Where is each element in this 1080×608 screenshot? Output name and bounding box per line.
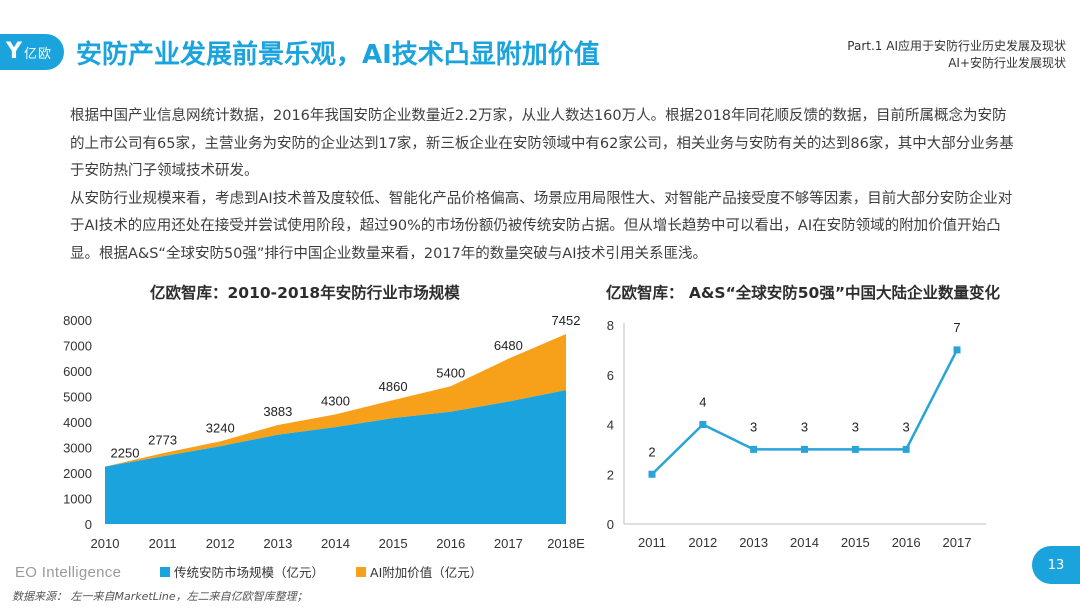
data-point [648, 470, 656, 478]
y-tick-label: 8 [607, 318, 614, 333]
legend-label-traditional: 传统安防市场规模（亿元） [174, 565, 325, 580]
page-title: 安防产业发展前景乐观，AI技术凸显附加价值 [76, 40, 600, 70]
data-label: 3 [903, 419, 910, 434]
area-series-traditional [105, 390, 566, 524]
y-tick-label: 3000 [63, 441, 92, 456]
y-tick-label: 2 [607, 467, 614, 482]
data-label: 3240 [206, 420, 235, 435]
y-tick-label: 4 [607, 418, 614, 433]
x-tick-label: 2014 [321, 536, 350, 551]
logo-text: 亿欧 [23, 46, 52, 62]
data-point [953, 346, 961, 354]
data-point [699, 421, 707, 428]
data-label: 2 [648, 444, 655, 459]
data-label: 2773 [148, 432, 177, 447]
paragraph-1: 根据中国产业信息网统计数据，2016年我国安防企业数量近2.2万家，从业人数达1… [70, 108, 1014, 179]
data-label: 4300 [321, 393, 350, 408]
y-tick-label: 8000 [63, 313, 92, 328]
data-label: 7 [953, 320, 960, 335]
logo-icon: Y [6, 39, 22, 64]
y-tick-label: 5000 [63, 390, 92, 405]
data-label: 6480 [494, 338, 523, 353]
section-breadcrumb: Part.1 AI应用于安防行业历史发展及现状 AI+安防行业发展现状 [847, 38, 1066, 72]
body-text: 根据中国产业信息网统计数据，2016年我国安防企业数量近2.2万家，从业人数达1… [70, 103, 1020, 268]
legend-swatch-ai [356, 566, 367, 577]
y-tick-label: 1000 [63, 492, 92, 507]
line-chart: 0 2 4 6 8 2011 2012 2013 2014 2015 2016 2017 2 4 3 3 3 3 7 [607, 318, 986, 550]
eo-intelligence-brand: EO Intelligence [15, 564, 122, 581]
brand-logo: Y 亿欧 [0, 34, 64, 70]
data-point [902, 445, 910, 453]
x-tick-label: 2015 [841, 535, 870, 550]
x-tick-label: 2016 [436, 536, 465, 551]
area-chart-title: 亿欧智库：2010-2018年安防行业市场规模 [150, 284, 460, 302]
part-title-line2: AI+安防行业发展现状 [948, 56, 1066, 70]
x-tick-label: 2014 [790, 535, 819, 550]
x-tick-label: 2011 [149, 536, 177, 551]
x-tick-label: 2017 [494, 536, 523, 551]
line-series [651, 349, 959, 476]
data-label: 3883 [263, 404, 292, 419]
x-tick-label: 2012 [688, 535, 717, 550]
x-tick-label: 2012 [206, 536, 235, 551]
data-point [801, 445, 808, 453]
paragraph-2: 从安防行业规模来看，考虑到AI技术普及度较低、智能化产品价格偏高、场景应用局限性… [70, 190, 1013, 262]
y-tick-label: 6 [607, 368, 614, 383]
data-point [851, 445, 859, 453]
data-label: 4 [699, 395, 706, 410]
data-label: 5400 [436, 365, 465, 380]
line-chart-title: 亿欧智库： A&S“全球安防50强”中国大陆企业数量变化 [606, 284, 1001, 302]
x-tick-label: 2015 [379, 536, 408, 551]
x-tick-label: 2013 [739, 535, 768, 550]
y-tick-label: 2000 [63, 466, 92, 481]
page-number: 13 [1032, 546, 1080, 584]
y-tick-label: 7000 [63, 339, 92, 354]
legend-item-traditional: 传统安防市场规模（亿元） [160, 562, 324, 581]
x-tick-label: 2017 [943, 535, 972, 550]
y-tick-label: 0 [607, 517, 614, 532]
data-label: 3 [801, 419, 808, 434]
x-tick-label: 2018E [547, 536, 585, 551]
data-label: 3 [852, 419, 859, 434]
legend-swatch-traditional [160, 566, 170, 577]
legend-item-ai: AI附加价值（亿元） [356, 562, 482, 581]
x-tick-label: 2011 [638, 535, 666, 550]
data-label: 7452 [552, 313, 581, 328]
y-tick-label: 6000 [63, 364, 92, 379]
y-tick-label: 0 [85, 517, 92, 532]
data-label: 3 [750, 419, 757, 434]
data-label: 4860 [379, 379, 408, 394]
legend-label-ai: AI附加价值（亿元） [370, 565, 483, 580]
area-series-ai-value [105, 333, 566, 467]
data-label: 2250 [111, 446, 140, 461]
source-note: 数据来源： 左一来自MarketLine，左二来自亿欧智库整理； [12, 590, 308, 603]
part-title-line1: Part.1 AI应用于安防行业历史发展及现状 [847, 39, 1066, 53]
x-tick-label: 2016 [892, 535, 921, 550]
x-tick-label: 2010 [91, 536, 120, 551]
area-chart-legend: 传统安防市场规模（亿元） AI附加价值（亿元） [160, 562, 514, 581]
x-tick-label: 2013 [263, 536, 292, 551]
area-chart: 0 1000 2000 3000 4000 5000 6000 7000 8000 2010 201… [63, 313, 585, 551]
data-point [750, 445, 758, 453]
y-tick-label: 4000 [63, 415, 92, 430]
